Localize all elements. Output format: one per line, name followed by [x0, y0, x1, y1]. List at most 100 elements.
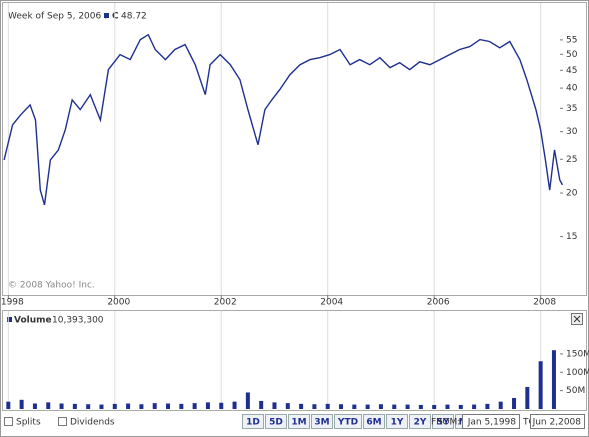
range-label[interactable]: 2Y: [414, 418, 427, 428]
range-button[interactable]: [288, 414, 310, 429]
volume-panel: [2, 310, 587, 411]
x-tick-label: 2008: [533, 298, 556, 308]
volume-bar: [232, 401, 237, 409]
y-tick-label: 30: [566, 127, 578, 137]
price-panel: [2, 2, 587, 296]
range-label[interactable]: 6M: [366, 418, 381, 428]
y-tick-label: 40: [566, 84, 578, 94]
volume-bar: [445, 404, 450, 409]
range-button[interactable]: [409, 414, 431, 429]
volume-bar: [192, 403, 197, 409]
volume-bar: [245, 392, 250, 409]
checkbox[interactable]: [58, 417, 67, 426]
volume-bar: [339, 404, 344, 409]
x-tick-label: 1998: [1, 298, 24, 308]
volume-bar: [538, 361, 543, 409]
x-tick-label: 2004: [320, 298, 343, 308]
range-button[interactable]: [311, 414, 333, 429]
checkbox-label[interactable]: Dividends: [70, 418, 115, 428]
volume-bar: [126, 403, 131, 409]
range-button[interactable]: [432, 414, 454, 429]
hover-date: Week of Sep 5, 2006 :: [8, 12, 107, 22]
volume-bar: [285, 403, 290, 409]
volume-bar: [352, 404, 357, 409]
volume-bar: [99, 404, 104, 409]
volume-bar: [512, 397, 517, 409]
volume-bar: [179, 403, 184, 409]
range-button[interactable]: [242, 414, 264, 429]
x-tick-label: 2002: [214, 298, 237, 308]
y-tick-label: 35: [566, 104, 577, 114]
y-tick-label: 45: [566, 66, 577, 76]
volume-bar: [551, 350, 556, 409]
volume-name: Volume: [14, 316, 52, 326]
y-tick-label: 25: [566, 155, 577, 165]
volume-bar: [525, 386, 530, 409]
volume-bar: [166, 403, 171, 409]
from-value[interactable]: Jan 5,1998: [467, 418, 516, 428]
volume-bar: [86, 404, 91, 409]
x-tick-label: 2000: [107, 298, 130, 308]
to-input[interactable]: [530, 414, 585, 429]
volume-bar: [365, 404, 370, 409]
range-button[interactable]: [265, 414, 287, 429]
volume-bar: [299, 403, 304, 409]
range-button[interactable]: [334, 414, 362, 429]
range-label[interactable]: 5D: [269, 418, 283, 428]
volume-bar: [139, 404, 144, 409]
volume-bar: [418, 404, 423, 409]
from-input[interactable]: [462, 414, 520, 429]
volume-value: 10,393,300: [52, 316, 104, 326]
volume-bar: [312, 404, 317, 409]
volume-bar: [19, 399, 24, 409]
volume-bar: [485, 403, 490, 409]
volume-bar: [325, 403, 330, 409]
volume-bar: [112, 403, 117, 409]
range-label[interactable]: 1Y: [391, 418, 404, 428]
volume-bar: [392, 404, 397, 409]
volume-bar: [205, 402, 210, 409]
volume-bar: [32, 403, 37, 409]
x-tick-label: 2006: [427, 298, 450, 308]
volume-bar: [405, 404, 410, 409]
volume-bar: [72, 403, 77, 409]
volume-bar: [59, 403, 64, 409]
volume-bar: [472, 404, 477, 409]
volume-bar: [432, 404, 437, 409]
range-label[interactable]: 3M: [314, 418, 329, 428]
volume-bar: [498, 401, 503, 409]
legend-name: C: [112, 12, 119, 22]
volume-bar: [219, 402, 224, 409]
range-label[interactable]: 1M: [291, 418, 306, 428]
volume-bar: [259, 400, 264, 409]
checkbox[interactable]: [4, 417, 13, 426]
range-label[interactable]: YTD: [337, 418, 358, 428]
close-button[interactable]: [571, 313, 583, 325]
copyright: © 2008 Yahoo! Inc.: [8, 281, 95, 291]
y-tick-label: 150M: [566, 349, 589, 359]
volume-bar: [378, 404, 383, 409]
to-value[interactable]: Jun 2,2008: [532, 418, 582, 428]
volume-bar: [152, 403, 157, 409]
y-tick-label: 20: [566, 189, 578, 199]
y-tick-label: 55: [566, 35, 577, 45]
volume-swatch: [7, 317, 12, 322]
volume-bar: [6, 401, 11, 409]
range-button[interactable]: [386, 414, 408, 429]
y-tick-label: 50M: [566, 386, 585, 396]
range-label[interactable]: 1D: [246, 418, 260, 428]
from-label: FROM:: [431, 418, 460, 428]
checkbox-label[interactable]: Splits: [16, 418, 41, 428]
legend-value: 48.72: [121, 12, 147, 22]
volume-bar: [46, 402, 51, 409]
range-label[interactable]: 5Y: [437, 418, 450, 428]
range-button[interactable]: [363, 414, 385, 429]
price-line: [3, 33, 564, 206]
y-tick-label: 50: [566, 50, 578, 60]
legend-swatch: [104, 13, 109, 18]
volume-bar: [272, 402, 277, 409]
y-tick-label: 100M: [566, 368, 589, 378]
volume-bar: [458, 404, 463, 409]
